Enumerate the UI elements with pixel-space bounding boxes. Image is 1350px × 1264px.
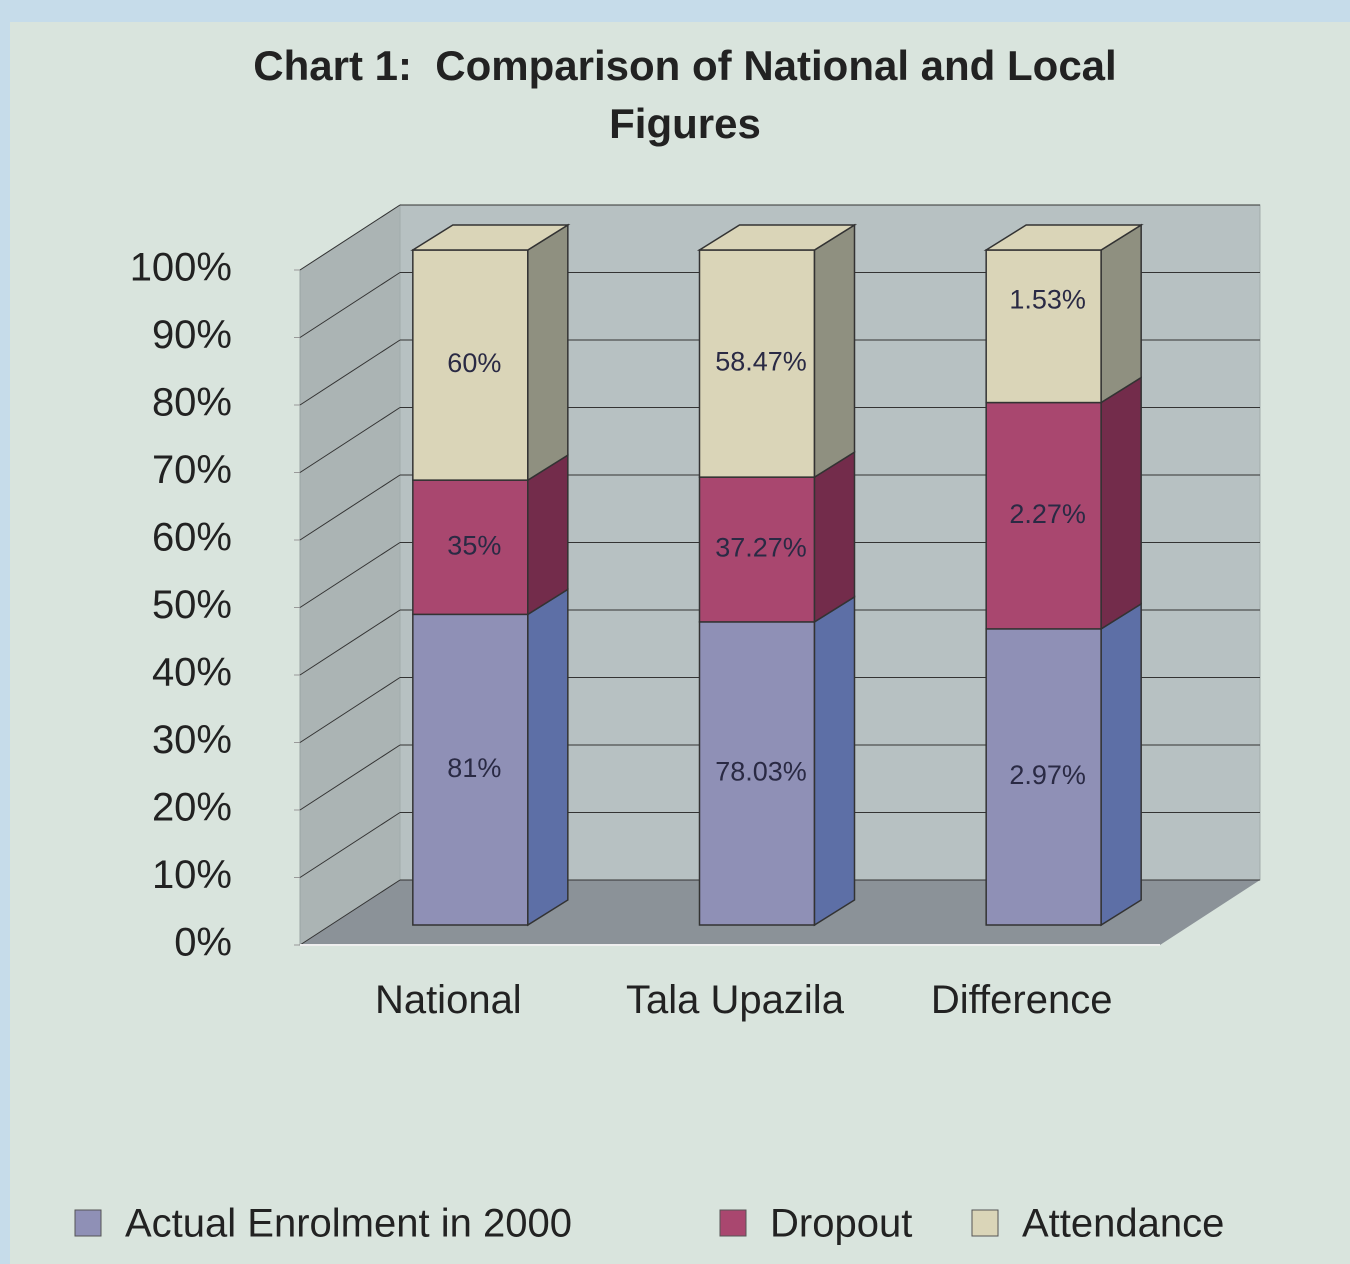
value-label: 2.27% bbox=[1009, 499, 1086, 529]
grid-line bbox=[299, 474, 401, 541]
y-tick-label: 0% bbox=[174, 921, 232, 965]
bar bbox=[985, 249, 1102, 404]
grid-line bbox=[299, 677, 401, 743]
bar-top bbox=[983, 224, 1144, 251]
legend-label: Actual Enrolment in 2000 bbox=[125, 1202, 572, 1246]
y-tick-label: 50% bbox=[152, 583, 232, 627]
grid-line bbox=[299, 407, 401, 473]
bar-side bbox=[527, 453, 569, 616]
x-tick-label: National bbox=[374, 978, 522, 1022]
value-label: 78.03% bbox=[715, 757, 807, 787]
legend-swatch bbox=[74, 1209, 102, 1237]
y-tick-label: 30% bbox=[152, 718, 232, 762]
bar-top bbox=[696, 224, 858, 251]
legend-label: Dropout bbox=[770, 1202, 912, 1246]
value-label: 58.47% bbox=[715, 347, 807, 377]
chart-title: Chart 1: Comparison of National and Loca… bbox=[253, 42, 1129, 147]
y-tick-label: 80% bbox=[152, 381, 232, 425]
bar-side bbox=[813, 223, 856, 479]
y-tick-label: 90% bbox=[152, 313, 232, 357]
bar bbox=[985, 401, 1102, 630]
value-label: 60% bbox=[447, 348, 501, 378]
y-tick-label: 10% bbox=[152, 853, 232, 897]
bar bbox=[698, 249, 816, 478]
legend-swatch bbox=[719, 1209, 747, 1237]
value-label: 1.53% bbox=[1009, 284, 1086, 314]
grid-line bbox=[299, 339, 401, 406]
bar-side bbox=[1100, 602, 1142, 927]
grid-line bbox=[299, 812, 401, 878]
bar-side bbox=[1100, 223, 1142, 404]
y-tick-label: 100% bbox=[130, 246, 232, 290]
y-tick-label: 40% bbox=[152, 651, 232, 695]
legend-swatch bbox=[971, 1209, 999, 1237]
value-label: 81% bbox=[447, 753, 501, 783]
bar-top bbox=[410, 224, 571, 251]
bar-side bbox=[527, 223, 569, 482]
grid-line bbox=[299, 879, 401, 946]
bar bbox=[698, 476, 816, 623]
y-tick-label: 20% bbox=[152, 786, 232, 830]
value-label: 35% bbox=[447, 530, 501, 560]
value-label: 37.27% bbox=[715, 533, 807, 563]
grid-line bbox=[299, 744, 401, 811]
grid-line bbox=[299, 609, 401, 676]
bar-side bbox=[813, 595, 856, 927]
bar-side bbox=[813, 450, 856, 624]
bar bbox=[412, 249, 529, 481]
x-tick-label: Difference bbox=[930, 978, 1113, 1022]
bar bbox=[412, 479, 529, 616]
grid-line bbox=[299, 204, 401, 271]
x-tick-label: Tala Upazila bbox=[626, 978, 844, 1022]
y-tick-label: 60% bbox=[152, 516, 232, 560]
bar bbox=[985, 628, 1102, 926]
legend-label: Attendance bbox=[1022, 1202, 1224, 1246]
value-label: 2.97% bbox=[1009, 760, 1086, 790]
bar-side bbox=[527, 587, 569, 927]
bar-side bbox=[1100, 376, 1142, 631]
grid-line bbox=[299, 272, 401, 338]
y-tick-label: 70% bbox=[152, 448, 232, 492]
grid-line bbox=[299, 542, 401, 608]
